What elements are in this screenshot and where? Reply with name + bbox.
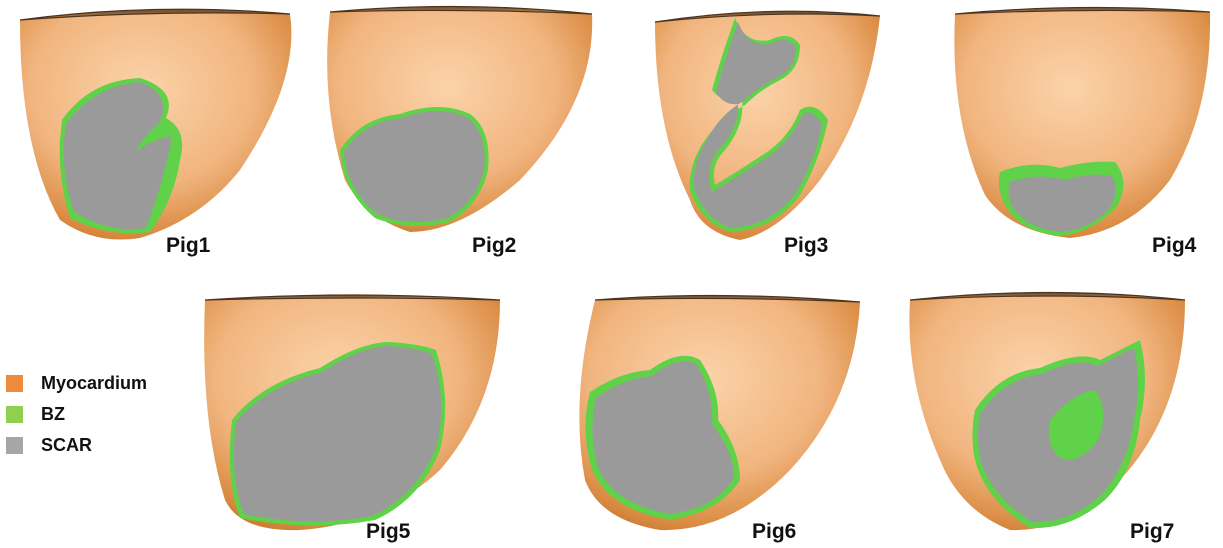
legend-swatch (6, 437, 23, 454)
legend-item-bz: BZ (6, 399, 147, 430)
scar-region (1008, 174, 1116, 232)
scar-region (344, 111, 485, 223)
heart-pig2 (327, 5, 593, 233)
heart-rim (329, 5, 593, 15)
heart-pig4 (954, 6, 1211, 239)
heart-pig1 (19, 8, 292, 240)
scar-region (63, 82, 172, 230)
legend-label: BZ (41, 404, 65, 424)
heart-rim (594, 294, 861, 303)
scar-region (233, 346, 442, 522)
legend: Myocardium BZ SCAR (6, 368, 147, 461)
legend-item-scar: SCAR (6, 430, 147, 461)
heart-rim (204, 294, 501, 301)
heart-pig6 (579, 294, 861, 531)
panel-label-pig3: Pig3 (784, 234, 829, 257)
heart-pig5 (204, 294, 501, 531)
border-zone (1048, 390, 1104, 460)
panel-label-pig6: Pig6 (752, 520, 797, 543)
heart-rim (654, 10, 881, 23)
heart-rim (909, 291, 1186, 301)
heart-rim (954, 6, 1211, 15)
legend-swatch (6, 406, 23, 423)
scar-region (693, 22, 822, 228)
scar-region (592, 360, 734, 514)
legend-swatch (6, 375, 23, 392)
panel-label-pig5: Pig5 (366, 520, 411, 543)
panel-label-pig2: Pig2 (472, 234, 517, 257)
heart-pig7 (909, 291, 1186, 531)
heart-rim (19, 8, 291, 21)
legend-label: SCAR (41, 435, 93, 455)
panel-label-pig4: Pig4 (1152, 234, 1197, 257)
panel-label-pig1: Pig1 (166, 234, 211, 257)
legend-item-myocardium: Myocardium (6, 368, 147, 399)
legend-label: Myocardium (41, 373, 148, 393)
panel-label-pig7: Pig7 (1130, 520, 1175, 543)
heart-pig3 (654, 10, 881, 241)
